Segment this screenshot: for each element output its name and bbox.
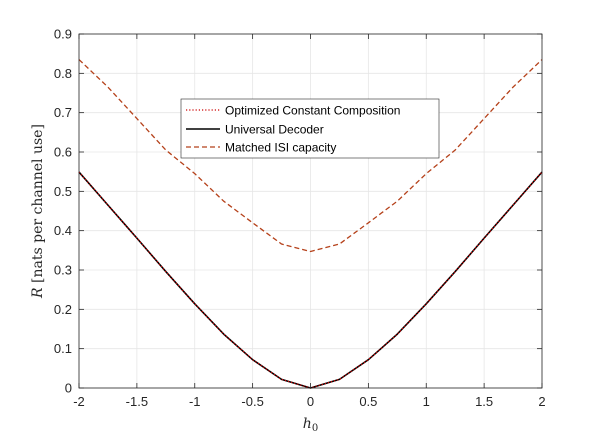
y-tick-label: 0.6 xyxy=(54,145,72,160)
legend-label-matched: Matched ISI capacity xyxy=(225,141,336,155)
x-tick-label: 1 xyxy=(423,394,430,409)
y-tick-label: 0.2 xyxy=(54,302,72,317)
legend-label-universal: Universal Decoder xyxy=(225,123,324,137)
y-tick-label: 0.8 xyxy=(54,66,72,81)
x-axis-label: h0 xyxy=(303,416,318,434)
legend: Optimized Constant Composition Universal… xyxy=(180,98,440,159)
y-tick-label: 0.5 xyxy=(54,184,72,199)
legend-label-optimized: Optimized Constant Composition xyxy=(225,104,400,118)
y-tick-label: 0.7 xyxy=(54,105,72,120)
x-tick-label: 2 xyxy=(538,394,545,409)
series-matched-isi-capacity xyxy=(78,59,543,253)
y-tick-label: 0.1 xyxy=(54,341,72,356)
x-tick-label: -1 xyxy=(189,394,201,409)
y-axis-label: R [nats per channel use] xyxy=(30,124,46,299)
legend-box xyxy=(180,98,440,159)
x-tick-labels: -2 -1.5 -1 -0.5 0 0.5 1 1.5 2 xyxy=(73,394,545,409)
x-tick-label: 1.5 xyxy=(475,394,493,409)
x-tick-label: 0 xyxy=(307,394,314,409)
y-tick-label: 0.9 xyxy=(54,27,72,42)
y-tick-label: 0 xyxy=(65,381,72,396)
x-tick-label: 0.5 xyxy=(359,394,377,409)
y-tick-label: 0.3 xyxy=(54,263,72,278)
x-tick-label: -0.5 xyxy=(241,394,263,409)
x-tick-label: -1.5 xyxy=(126,394,148,409)
y-tick-labels: 0 0.1 0.2 0.3 0.4 0.5 0.6 0.7 0.8 0.9 xyxy=(54,27,72,396)
axis-ticks xyxy=(78,33,543,389)
x-tick-label: -2 xyxy=(73,394,85,409)
y-tick-label: 0.4 xyxy=(54,223,72,238)
